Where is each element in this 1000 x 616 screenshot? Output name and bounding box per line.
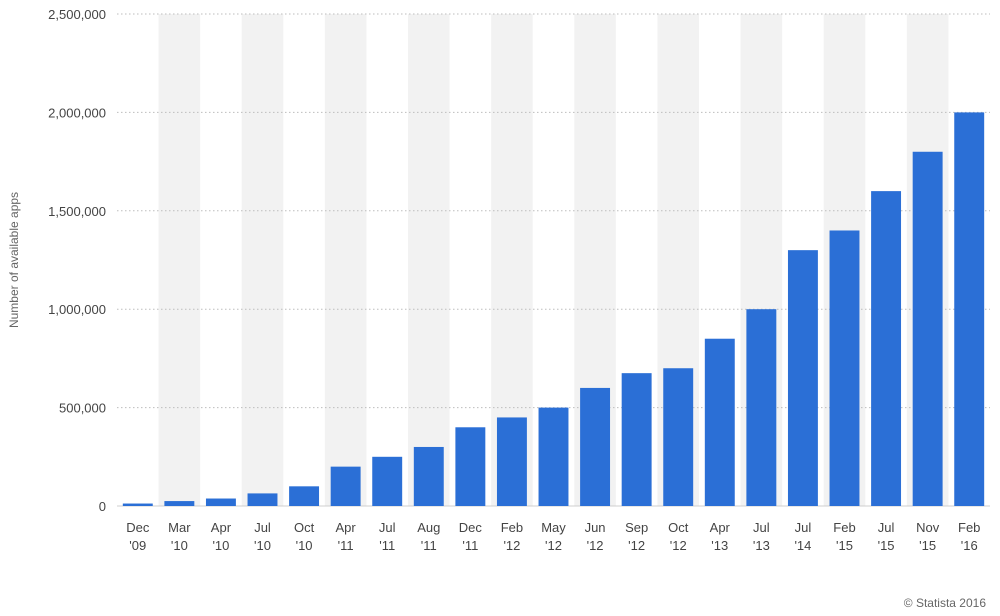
x-tick-label: '13 — [711, 538, 728, 553]
x-tick-label: '12 — [545, 538, 562, 553]
x-tick-label: '09 — [129, 538, 146, 553]
x-tick-label: '12 — [503, 538, 520, 553]
x-tick-label: Jul — [379, 520, 396, 535]
x-tick-label: '12 — [670, 538, 687, 553]
bar[interactable] — [871, 191, 902, 506]
bar[interactable] — [122, 503, 153, 506]
bar[interactable] — [455, 427, 486, 506]
x-tick-label: Apr — [211, 520, 232, 535]
bar[interactable] — [330, 466, 361, 506]
background-band — [241, 14, 284, 506]
x-tick-label: '12 — [628, 538, 645, 553]
bar[interactable] — [580, 387, 611, 506]
x-tick-label: Dec — [459, 520, 483, 535]
bar[interactable] — [164, 501, 195, 506]
x-tick-label: Jul — [753, 520, 770, 535]
background-band — [408, 14, 450, 506]
x-tick-label: Oct — [668, 520, 689, 535]
bar[interactable] — [746, 309, 777, 506]
x-tick-label: Feb — [501, 520, 523, 535]
y-tick-label: 1,500,000 — [48, 204, 106, 219]
bar[interactable] — [704, 338, 735, 506]
x-tick-label: '11 — [379, 538, 395, 553]
x-tick-label: '15 — [919, 538, 936, 553]
bar[interactable] — [829, 230, 860, 507]
bar[interactable] — [538, 407, 569, 506]
x-tick-label: '13 — [753, 538, 770, 553]
x-tick-label: Jul — [254, 520, 271, 535]
bar[interactable] — [372, 456, 403, 506]
bar[interactable] — [247, 493, 278, 506]
x-tick-label: Mar — [168, 520, 191, 535]
x-tick-label: Jun — [585, 520, 606, 535]
x-tick-label: Aug — [417, 520, 440, 535]
x-tick-label: '12 — [587, 538, 604, 553]
y-tick-label: 2,000,000 — [48, 105, 106, 120]
y-tick-label: 500,000 — [59, 401, 106, 416]
x-tick-label: Jul — [795, 520, 812, 535]
x-tick-label: '15 — [836, 538, 853, 553]
x-tick-label: Feb — [958, 520, 980, 535]
x-tick-label: Jul — [878, 520, 895, 535]
bar[interactable] — [205, 498, 236, 506]
y-tick-label: 0 — [99, 499, 106, 514]
x-tick-label: '14 — [794, 538, 811, 553]
y-axis-label: Number of available apps — [7, 192, 21, 328]
x-tick-label: '11 — [338, 538, 354, 553]
x-tick-label: May — [541, 520, 566, 535]
bar[interactable] — [912, 151, 943, 506]
x-tick-label: Dec — [126, 520, 150, 535]
x-tick-label: '10 — [254, 538, 271, 553]
bar[interactable] — [954, 112, 985, 507]
statista-credit[interactable]: © Statista 2016 — [903, 596, 986, 610]
x-tick-label: Apr — [710, 520, 731, 535]
y-tick-label: 2,500,000 — [48, 7, 106, 22]
x-tick-label: '11 — [462, 538, 478, 553]
x-tick-label: Nov — [916, 520, 940, 535]
bar[interactable] — [289, 486, 320, 506]
bar[interactable] — [621, 373, 652, 506]
x-tick-label: '10 — [212, 538, 229, 553]
x-tick-label: '11 — [421, 538, 437, 553]
x-tick-label: '16 — [961, 538, 978, 553]
bar[interactable] — [787, 250, 818, 506]
x-tick-label: '10 — [296, 538, 313, 553]
bar[interactable] — [663, 368, 694, 506]
x-tick-label: Feb — [833, 520, 855, 535]
background-band — [324, 14, 367, 506]
x-tick-label: '15 — [878, 538, 895, 553]
x-tick-label: '10 — [171, 538, 188, 553]
background-band — [158, 14, 201, 506]
bar[interactable] — [413, 446, 444, 506]
x-tick-label: Apr — [336, 520, 357, 535]
x-tick-label: Sep — [625, 520, 648, 535]
x-tick-label: Oct — [294, 520, 315, 535]
y-tick-label: 1,000,000 — [48, 302, 106, 317]
bar[interactable] — [496, 417, 527, 506]
